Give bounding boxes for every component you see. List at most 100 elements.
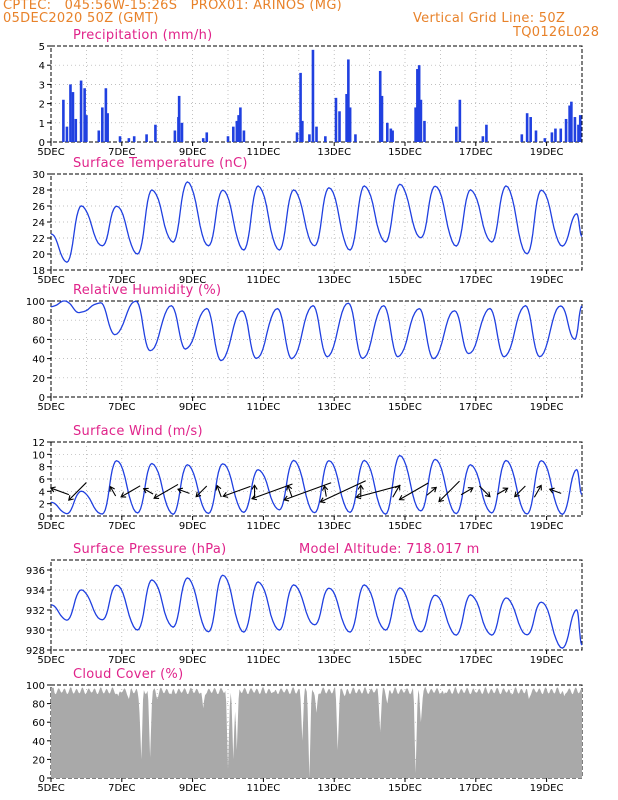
wind-vector-head <box>398 494 405 501</box>
wind-vector-head <box>68 495 74 501</box>
precip-bar <box>74 118 78 142</box>
precip-bar <box>578 115 582 142</box>
humidity-ytick-label: 40 <box>32 355 45 366</box>
cloud-cover-xtick-label: 15DEC <box>388 783 422 794</box>
precip-bar <box>458 99 462 142</box>
wind-vector-head <box>142 487 149 494</box>
precip-bar <box>83 88 86 142</box>
temperature-ytick-label: 20 <box>32 250 45 261</box>
precip-bar <box>118 136 122 142</box>
precip-bar <box>69 84 72 142</box>
wind-vector-head <box>283 495 290 502</box>
precip-bar <box>132 136 136 142</box>
precip-bar <box>201 138 205 142</box>
wind-vector-head <box>177 487 184 494</box>
precip-bar <box>338 111 341 142</box>
precip-bar <box>423 120 426 142</box>
precip-bar <box>380 95 384 142</box>
wind-ytick-label: 10 <box>32 450 45 461</box>
humidity-ytick-label: 60 <box>32 335 45 346</box>
humidity-ytick-label: 0 <box>39 393 45 404</box>
precip-bar <box>389 128 393 142</box>
precip-bar <box>242 130 246 142</box>
wind-vector <box>356 484 401 498</box>
precipitation-xtick-label: 11DEC <box>247 147 281 158</box>
precip-bar <box>334 97 338 142</box>
precip-bar <box>299 72 302 142</box>
precip-bar <box>529 117 532 142</box>
precipitation-title: Precipitation (mm/h) <box>73 28 212 43</box>
wind-vector <box>216 485 222 498</box>
precip-bar <box>315 126 318 142</box>
wind-vector-head <box>222 491 229 498</box>
precip-bar <box>386 122 389 142</box>
humidity-xtick-label: 7DEC <box>108 402 135 413</box>
precipitation-ytick-label: 2 <box>39 100 45 111</box>
wind-vector-head <box>502 487 509 493</box>
pressure-subtitle: Model Altitude: 718.017 m <box>299 542 480 557</box>
precipitation-xtick-label: 15DEC <box>388 147 422 158</box>
precip-bar <box>568 105 571 142</box>
precip-bar <box>106 113 109 142</box>
wind-vector <box>320 480 366 503</box>
humidity-xtick-label: 13DEC <box>317 402 351 413</box>
wind-vector <box>223 485 251 497</box>
precip-bar <box>573 117 577 142</box>
header-model-code: TQ0126L028 <box>513 25 600 40</box>
temperature-ytick-label: 28 <box>32 186 45 197</box>
temperature-ytick-label: 24 <box>32 218 45 229</box>
precip-bar <box>534 130 538 142</box>
precip-bar <box>127 138 131 142</box>
wind-ytick-label: 0 <box>39 512 45 523</box>
wind-xtick-label: 5DEC <box>37 521 64 532</box>
precip-bar <box>378 70 382 142</box>
wind-vector <box>549 488 562 494</box>
wind-vector-head <box>251 494 258 501</box>
wind-vector-head <box>251 484 258 490</box>
temperature-ytick-label: 18 <box>32 266 45 277</box>
humidity-xtick-label: 11DEC <box>247 402 281 413</box>
wind-xtick-label: 11DEC <box>247 521 281 532</box>
wind-vector <box>50 487 70 496</box>
wind-vector-head <box>536 484 542 491</box>
precipitation-ytick-label: 0 <box>39 138 45 149</box>
wind-vector-head <box>286 484 293 491</box>
wind-ytick-label: 6 <box>39 475 45 486</box>
precip-bar <box>345 94 348 142</box>
pressure-ytick-label: 936 <box>26 566 45 577</box>
precip-bar <box>525 113 529 142</box>
cloud-cover-title: Cloud Cover (%) <box>73 667 183 682</box>
cloud-cover-ytick-label: 0 <box>39 774 45 785</box>
wind-vector-head <box>357 484 364 490</box>
precip-bar <box>97 130 101 142</box>
temperature-xtick-label: 15DEC <box>388 275 422 286</box>
wind-vector-head <box>355 493 362 500</box>
temperature-xtick-label: 11DEC <box>247 275 281 286</box>
temperature-xtick-label: 5DEC <box>37 275 64 286</box>
wind-xtick-label: 15DEC <box>388 521 422 532</box>
header-date: 05DEC2020 50Z (GMT) <box>3 11 159 26</box>
precip-bar <box>419 99 423 142</box>
humidity-series-line <box>50 300 583 362</box>
cloud-cover-ytick-label: 20 <box>32 755 45 766</box>
temperature-xtick-label: 17DEC <box>459 275 493 286</box>
wind-frame <box>50 441 583 517</box>
precip-bar <box>354 134 357 142</box>
precipitation-ytick-label: 1 <box>39 119 45 130</box>
wind-speed-line <box>50 454 583 516</box>
precip-bar <box>301 120 304 142</box>
precip-bar <box>348 107 352 142</box>
temperature-title: Surface Temperature (nC) <box>73 156 248 171</box>
temperature-xtick-label: 19DEC <box>530 275 564 286</box>
wind-vector-head <box>467 487 474 493</box>
wind-vector <box>177 488 190 494</box>
precip-bar <box>554 128 557 142</box>
wind-vector-head <box>49 486 56 493</box>
wind-vector <box>438 480 460 502</box>
precip-bar <box>311 49 315 143</box>
humidity-title: Relative Humidity (%) <box>73 283 221 298</box>
temperature-ytick-label: 30 <box>32 170 45 181</box>
cloud-cover-xtick-label: 19DEC <box>530 783 564 794</box>
precip-bar <box>177 95 181 142</box>
pressure-xtick-label: 19DEC <box>530 655 564 666</box>
